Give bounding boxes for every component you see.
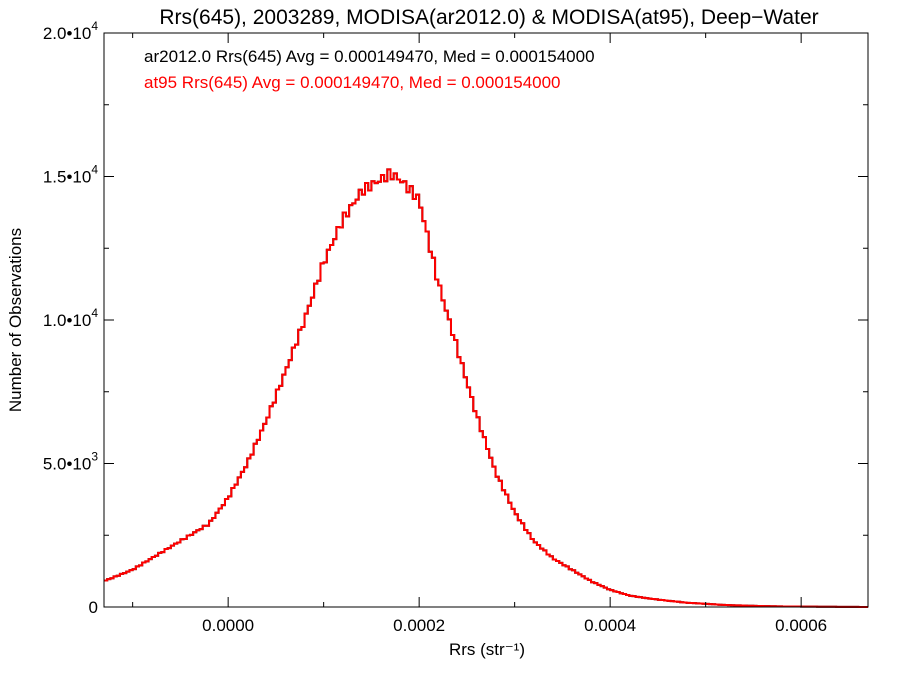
y-tick-label: 1.5•104 <box>43 163 99 187</box>
y-tick-label: 1.0•104 <box>43 306 99 330</box>
annotations: ar2012.0 Rrs(645) Avg = 0.000149470, Med… <box>144 47 595 92</box>
y-axis: 0 5.0•103 1.0•104 1.5•104 2.0•104 <box>43 19 868 617</box>
x-axis: 0.0000 0.0002 0.0004 0.0006 <box>132 33 827 635</box>
y-axis-label: Number of Observations <box>6 228 25 412</box>
chart-title: Rrs(645), 2003289, MODISA(ar2012.0) & MO… <box>159 6 818 29</box>
y-tick-label: 2.0•104 <box>43 19 99 43</box>
x-axis-label: Rrs (str⁻¹) <box>449 640 525 659</box>
series-line-1 <box>104 168 868 608</box>
annotation-2: at95 Rrs(645) Avg = 0.000149470, Med = 0… <box>144 73 561 92</box>
series-layer <box>104 168 868 608</box>
x-tick-label: 0.0004 <box>584 616 636 635</box>
y-tick-label: 0 <box>89 598 98 617</box>
y-tick-label: 5.0•103 <box>43 450 99 474</box>
x-tick-label: 0.0002 <box>393 616 445 635</box>
plot-frame <box>103 32 869 608</box>
x-tick-label: 0.0006 <box>775 616 827 635</box>
series-line-2 <box>104 168 868 608</box>
x-tick-label: 0.0000 <box>202 616 254 635</box>
annotation-1: ar2012.0 Rrs(645) Avg = 0.000149470, Med… <box>144 47 595 66</box>
